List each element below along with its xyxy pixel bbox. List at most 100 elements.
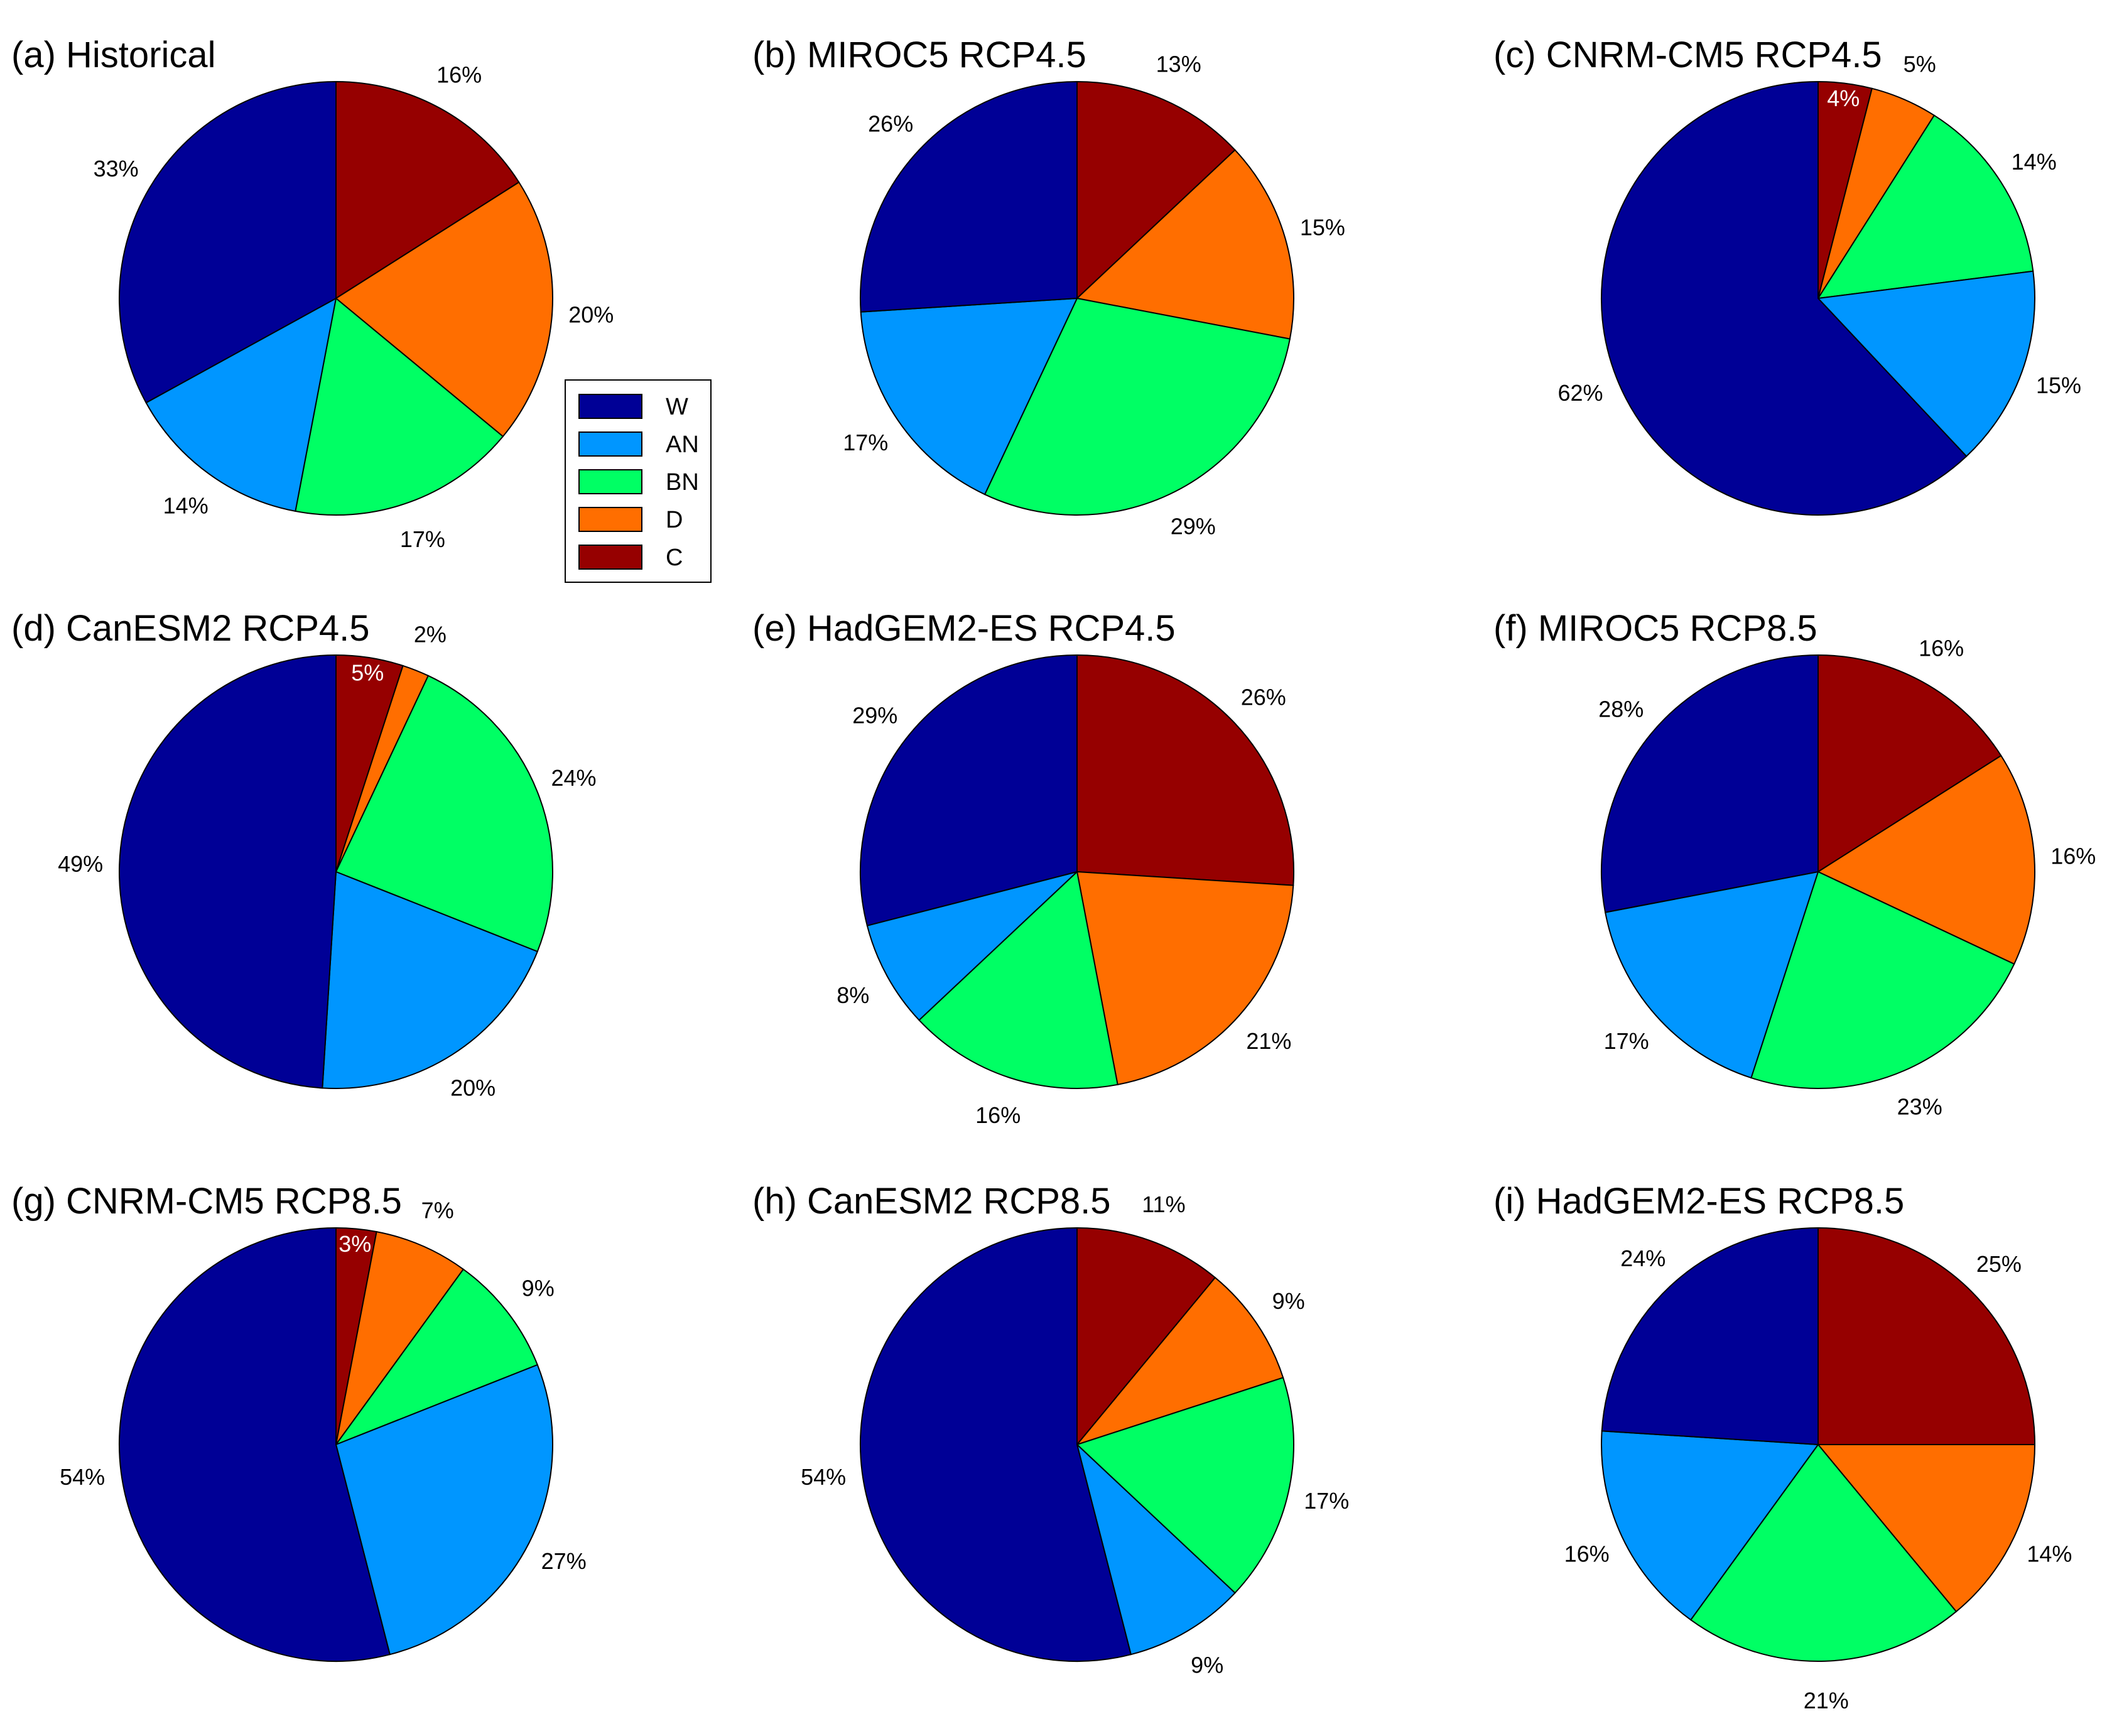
- pie-slice-bn: [295, 297, 504, 516]
- legend-swatch-an: [578, 431, 642, 457]
- pie-label-an: 17%: [843, 430, 888, 455]
- pie-slice-w: [119, 654, 337, 1089]
- pie-label-d: 9%: [1272, 1288, 1305, 1314]
- pie-slice-bn: [1817, 114, 2034, 300]
- pie-label-bn: 14%: [2012, 149, 2057, 175]
- legend-label-c: C: [666, 545, 683, 571]
- chart-title-i-hadgem2-es-rcp8-5: (i) HadGEM2-ES RCP8.5: [1493, 1181, 1904, 1222]
- pie-label-an: 15%: [2036, 372, 2081, 398]
- pie-slice-c: [1817, 1227, 2036, 1445]
- pie-label-c: 5%: [351, 660, 384, 686]
- chart-title-b-miroc5-rcp4-5: (b) MIROC5 RCP4.5: [752, 35, 1086, 75]
- chart-title-a-historical: (a) Historical: [11, 35, 216, 75]
- pie-label-d: 2%: [414, 622, 447, 648]
- chart-title-h-canesm2-rcp8-5: (h) CanESM2 RCP8.5: [752, 1181, 1111, 1222]
- chart-title-d-canesm2-rcp4-5: (d) CanESM2 RCP4.5: [11, 608, 370, 649]
- legend-label-bn: BN: [666, 469, 699, 496]
- pie-slice-an: [335, 1364, 553, 1656]
- chart-title-f-miroc5-rcp8-5: (f) MIROC5 RCP8.5: [1493, 608, 1817, 649]
- pie-label-bn: 9%: [522, 1276, 555, 1301]
- pie-label-bn: 16%: [975, 1102, 1021, 1128]
- pie-label-d: 14%: [2027, 1541, 2072, 1566]
- chart-title-c-cnrm-cm5-rcp4-5: (c) CNRM-CM5 RCP4.5: [1493, 35, 1882, 75]
- pie-label-w: 26%: [868, 111, 913, 136]
- pie-slice-w: [860, 80, 1078, 313]
- pie-slice-w: [1600, 80, 1968, 516]
- pie-slice-an: [1076, 1442, 1236, 1656]
- pie-slice-bn: [335, 675, 553, 953]
- pie-slice-d: [1075, 149, 1294, 340]
- pie-label-an: 20%: [450, 1075, 496, 1101]
- pie-slice-c: [1076, 80, 1236, 300]
- pie-slice-d: [1816, 754, 2035, 965]
- pie-label-d: 20%: [568, 302, 614, 328]
- pie-slice-bn: [983, 297, 1291, 516]
- legend-swatch-bn: [578, 469, 642, 494]
- pie-slice-c: [1076, 1227, 1216, 1446]
- pie-label-an: 8%: [837, 982, 869, 1008]
- pie-label-bn: 23%: [1897, 1094, 1942, 1120]
- pie-slice-an: [145, 297, 337, 513]
- pie-slice-an: [1604, 871, 1819, 1079]
- pie-charts-group: (a) Historical 16% 20% 17% 14% 33% (b) MIROC5 …: [11, 35, 2096, 1713]
- pie-label-c: 26%: [1241, 684, 1286, 710]
- pie-label-bn: 17%: [400, 526, 445, 552]
- pie-label-c: 11%: [1142, 1191, 1185, 1217]
- pie-label-w: 24%: [1620, 1245, 1666, 1271]
- pie-slice-bn: [1750, 871, 2015, 1089]
- pie-slice-c: [335, 80, 520, 300]
- pie-label-w: 33%: [94, 156, 139, 182]
- pie-slice-w: [119, 80, 337, 404]
- legend-label-d: D: [666, 507, 683, 533]
- pie-slice-an: [1601, 1430, 1819, 1621]
- pie-slice-c: [1817, 654, 2002, 873]
- pie-label-c: 16%: [1919, 635, 1964, 661]
- pie-label-d: 5%: [1904, 51, 1936, 77]
- pie-label-c: 25%: [1976, 1251, 2022, 1277]
- pie-label-an: 9%: [1191, 1652, 1223, 1678]
- pie-slice-w: [860, 1227, 1132, 1662]
- pie-slice-w: [119, 1227, 391, 1662]
- pie-label-d: 7%: [421, 1197, 454, 1223]
- pie-slice-an: [866, 871, 1078, 1021]
- pie-label-w: 28%: [1598, 697, 1644, 722]
- pie-label-c: 3%: [339, 1231, 371, 1257]
- legend: W AN BN D C: [565, 379, 712, 583]
- pie-slice-d: [1816, 1444, 2036, 1613]
- pie-slice-w: [1601, 654, 1819, 913]
- legend-label-an: AN: [666, 431, 699, 458]
- pie-slice-bn: [1689, 1443, 1958, 1662]
- pie-label-an: 17%: [1604, 1028, 1649, 1054]
- legend-swatch-c: [578, 545, 642, 570]
- pie-label-an: 27%: [541, 1548, 587, 1574]
- pie-label-an: 16%: [1564, 1541, 1610, 1566]
- pie-slice-bn: [334, 1268, 539, 1446]
- pie-label-d: 16%: [2050, 843, 2096, 869]
- pie-label-w: 62%: [1557, 380, 1603, 406]
- pie-slice-w: [860, 654, 1078, 927]
- pie-slice-w: [1601, 1227, 1819, 1446]
- pie-label-w: 49%: [58, 851, 103, 877]
- pie-label-w: 29%: [852, 703, 897, 729]
- pie-label-d: 21%: [1246, 1028, 1291, 1054]
- pie-slice-an: [1816, 270, 2035, 457]
- pie-label-bn: 29%: [1171, 514, 1216, 540]
- pie-label-w: 54%: [60, 1464, 105, 1490]
- pie-slice-d: [335, 181, 553, 438]
- pie-slice-bn: [918, 871, 1118, 1089]
- pie-label-bn: 21%: [1804, 1688, 1849, 1713]
- legend-swatch-d: [578, 507, 642, 532]
- pie-label-c: 4%: [1827, 85, 1860, 111]
- pie-label-bn: 17%: [1304, 1488, 1349, 1514]
- pie-label-d: 15%: [1300, 214, 1345, 240]
- pie-slice-d: [335, 1230, 465, 1445]
- legend-swatch-w: [578, 394, 642, 419]
- chart-title-g-cnrm-cm5-rcp8-5: (g) CNRM-CM5 RCP8.5: [11, 1181, 402, 1222]
- pie-slice-an: [322, 871, 539, 1089]
- pie-slice-an: [860, 297, 1078, 496]
- pie-label-w: 54%: [801, 1464, 846, 1490]
- pie-label-c: 13%: [1156, 51, 1201, 77]
- pie-label-bn: 24%: [551, 765, 596, 791]
- pie-label-c: 16%: [436, 62, 482, 87]
